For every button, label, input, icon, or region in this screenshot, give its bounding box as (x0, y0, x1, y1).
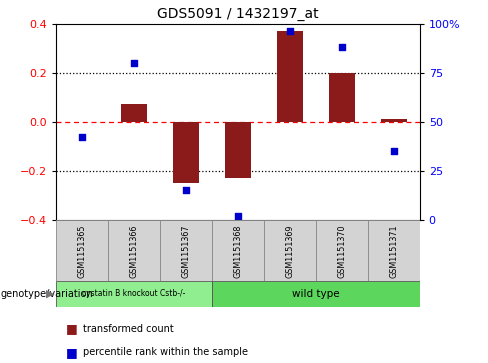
Text: ■: ■ (66, 346, 78, 359)
Point (234, 213, 242, 219)
Text: GSM1151367: GSM1151367 (182, 225, 190, 278)
Text: GSM1151371: GSM1151371 (389, 225, 398, 278)
Bar (264, 220, 316, 281)
Point (130, 60, 138, 66)
Bar (56, 281, 212, 307)
Bar (212, 220, 264, 281)
Text: cystatin B knockout Cstb-/-: cystatin B knockout Cstb-/- (82, 289, 186, 298)
Text: genotype/variation: genotype/variation (1, 289, 94, 299)
Text: GSM1151365: GSM1151365 (78, 225, 86, 278)
Bar (329, 73, 355, 122)
Point (286, 29, 294, 34)
Title: GDS5091 / 1432197_at: GDS5091 / 1432197_at (157, 7, 319, 21)
Bar (160, 220, 212, 281)
Text: GSM1151368: GSM1151368 (233, 225, 243, 278)
Text: transformed count: transformed count (83, 323, 174, 334)
Text: wild type: wild type (292, 289, 340, 299)
Text: GSM1151369: GSM1151369 (285, 225, 294, 278)
Bar (108, 220, 160, 281)
Bar (212, 281, 420, 307)
Point (390, 148, 398, 154)
Bar (225, 122, 251, 178)
Bar (173, 122, 199, 183)
Bar (316, 220, 368, 281)
Bar (368, 220, 420, 281)
Bar (277, 31, 303, 122)
Text: ▶: ▶ (46, 289, 55, 299)
Bar (381, 119, 407, 122)
Bar (56, 220, 108, 281)
Text: GSM1151370: GSM1151370 (337, 225, 346, 278)
Point (182, 187, 190, 193)
Text: GSM1151366: GSM1151366 (129, 225, 139, 278)
Text: percentile rank within the sample: percentile rank within the sample (83, 347, 248, 357)
Point (338, 44, 346, 50)
Point (78, 134, 86, 140)
Text: ■: ■ (66, 322, 78, 335)
Bar (121, 105, 147, 122)
